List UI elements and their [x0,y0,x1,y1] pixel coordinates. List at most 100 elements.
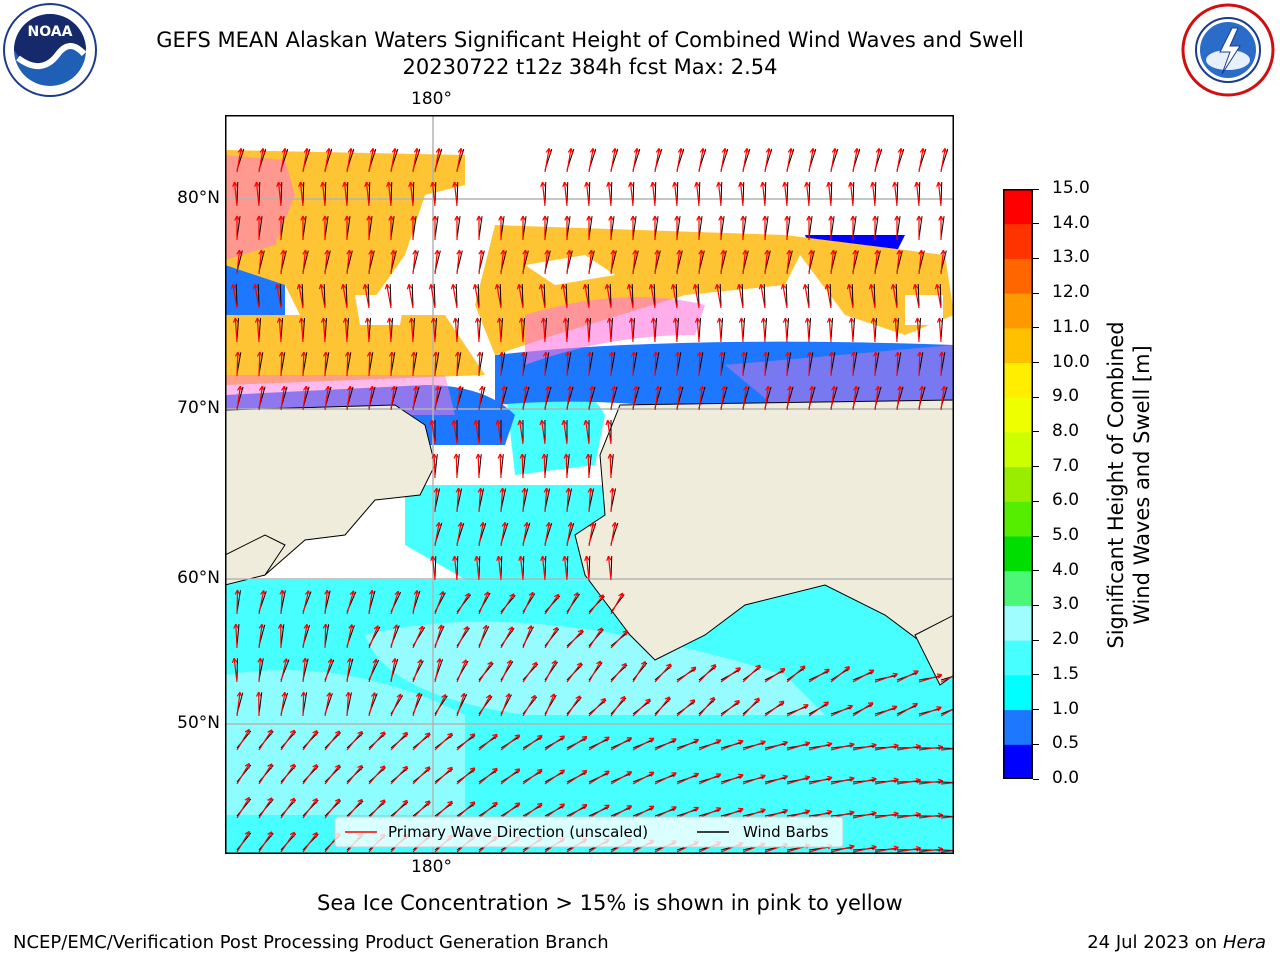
wave-arrow [852,351,855,377]
wave-arrow [324,386,329,411]
wave-arrow [808,250,813,275]
wave-arrow [412,148,418,173]
wave-arrow [302,832,318,853]
wave-arrow [720,667,741,683]
wave-arrow [610,386,615,411]
colorbar-segment [1003,293,1033,329]
colorbar-segment [1003,570,1033,606]
wave-arrow-head [596,660,602,667]
wave-arrow [632,805,655,819]
wave-arrow [717,182,722,207]
wave-arrow-head [437,624,444,630]
wave-arrow [874,846,899,853]
wave-arrow-head [915,744,922,750]
wave-arrow [324,730,341,751]
wave-arrow [720,774,744,785]
wave-arrow [564,318,568,343]
wave-arrow-head [520,215,526,221]
wave-arrow [676,250,681,275]
wave-arrow-head [914,181,920,188]
wave-arrow [610,662,627,683]
wave-arrow [892,284,898,309]
wind-barb [455,283,458,307]
wave-arrow-head [236,385,243,392]
wave-arrow [742,148,748,173]
wave-arrow [874,148,880,173]
wave-arrow-head [289,797,296,804]
wave-arrow-head [715,807,722,813]
wave-arrow [434,800,453,819]
wind-barb [346,181,349,205]
wave-arrow [914,284,920,309]
wave-arrow-head [650,181,656,188]
wind-barb [830,318,834,341]
wind-barb [566,555,569,579]
wave-arrow-head [609,487,616,493]
wave-arrow [698,807,722,819]
title-line-1: GEFS MEAN Alaskan Waters Significant Hei… [156,28,1024,52]
wind-barb [742,318,746,341]
wave-arrow [565,453,568,479]
wave-arrow [540,284,546,309]
wave-arrow-head [298,181,304,188]
wave-arrow [302,250,307,275]
colorbar-tick-label: 5.0 [1052,525,1080,546]
wind-barb [433,283,436,307]
wave-arrow-head [320,317,327,323]
wave-arrow-head [586,351,593,357]
wave-arrow-head [280,385,287,392]
wave-arrow [544,660,557,683]
wave-arrow [676,806,699,819]
wave-arrow [346,148,352,173]
wave-arrow-head [672,181,678,188]
wave-arrow-head [274,284,281,290]
wave-arrow [522,625,533,649]
wave-arrow-head [479,522,486,528]
wave-arrow-head [584,317,591,323]
wave-arrow-head [280,249,286,256]
wave-arrow-head [716,181,722,188]
wave-arrow-head [324,249,330,256]
wave-arrow-head [804,317,811,323]
wave-arrow [346,351,349,377]
wave-arrow-head [742,385,749,392]
wave-arrow-head [485,694,492,700]
wave-arrow-head [472,284,479,290]
wind-barb [654,318,658,341]
wave-arrow-head [871,742,877,749]
lon-label-bottom: 180° [411,857,452,877]
wave-arrow-head [893,845,899,851]
wave-arrow-head [782,774,789,781]
colorbar-tick-mark [1033,188,1039,190]
wind-barb [456,318,460,341]
wave-arrow-head [244,762,250,769]
wave-arrow [676,351,679,377]
wave-arrow-head [450,284,457,290]
colorbar-tick-mark [1033,535,1039,537]
wave-arrow [852,386,857,411]
wind-barb [698,318,702,341]
wave-arrow [236,386,241,411]
wind-barb [676,318,680,341]
wave-arrow-head [665,663,672,669]
wave-arrow [896,847,921,853]
wave-arrow [368,799,386,819]
wave-arrow [566,695,581,717]
wave-arrow [434,386,439,411]
colorbar-tick-mark [1033,431,1039,433]
wave-arrow-head [576,662,582,668]
wave-arrow [321,182,326,207]
wave-arrow-head [298,317,305,323]
colorbar [1003,189,1033,780]
wave-arrow-head [276,181,282,188]
wave-arrow [806,318,810,343]
wave-arrow-head [364,181,370,188]
colorbar-segment [1003,501,1033,537]
wave-arrow [606,284,612,309]
wave-arrow-head [690,666,697,672]
wave-arrow [720,740,744,751]
wave-arrow-head [716,317,723,323]
wind-barb [235,283,238,307]
wave-arrow-head [386,181,392,188]
wave-arrow [434,766,453,785]
